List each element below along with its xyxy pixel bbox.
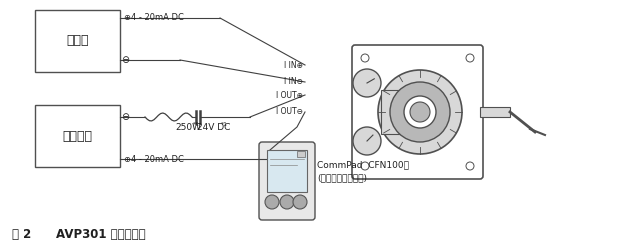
Text: 250W: 250W [175,123,201,132]
Text: *1: *1 [193,122,200,128]
Circle shape [466,54,474,62]
Circle shape [390,82,450,142]
Text: I IN⊖: I IN⊖ [284,78,303,87]
Text: ⊕4 - 20mA DC: ⊕4 - 20mA DC [124,13,184,22]
Text: CommPad  CFN100型: CommPad CFN100型 [317,161,409,170]
Circle shape [361,162,369,170]
Circle shape [404,96,436,128]
Bar [267,150,307,192]
Text: I OUT⊕: I OUT⊕ [276,91,303,100]
Text: ⊖: ⊖ [121,112,129,122]
Circle shape [353,69,381,97]
FancyBboxPatch shape [259,142,315,220]
Text: 24V DC: 24V DC [197,123,230,132]
Bar [35,10,120,72]
Circle shape [293,195,307,209]
FancyBboxPatch shape [352,45,483,179]
Text: 监控系统: 监控系统 [63,130,93,142]
Circle shape [466,162,474,170]
Text: ⊕4 - 20mA DC: ⊕4 - 20mA DC [124,154,184,163]
Text: 图 2      AVP301 型的接线图: 图 2 AVP301 型的接线图 [12,228,146,242]
Circle shape [265,195,279,209]
Circle shape [361,54,369,62]
Text: *1: *1 [221,122,228,128]
Text: I IN⊕: I IN⊕ [284,61,303,70]
Bar [480,107,510,117]
Circle shape [280,195,294,209]
Bar [381,90,401,134]
Bar [297,151,305,157]
Circle shape [410,102,430,122]
Text: (智能现场通信装置): (智能现场通信装置) [317,173,367,183]
Circle shape [353,127,381,155]
Bar [35,105,120,167]
Text: I OUT⊖: I OUT⊖ [276,108,303,116]
Circle shape [378,70,462,154]
Text: 控制器: 控制器 [66,34,89,48]
Text: ⊖: ⊖ [121,55,129,65]
